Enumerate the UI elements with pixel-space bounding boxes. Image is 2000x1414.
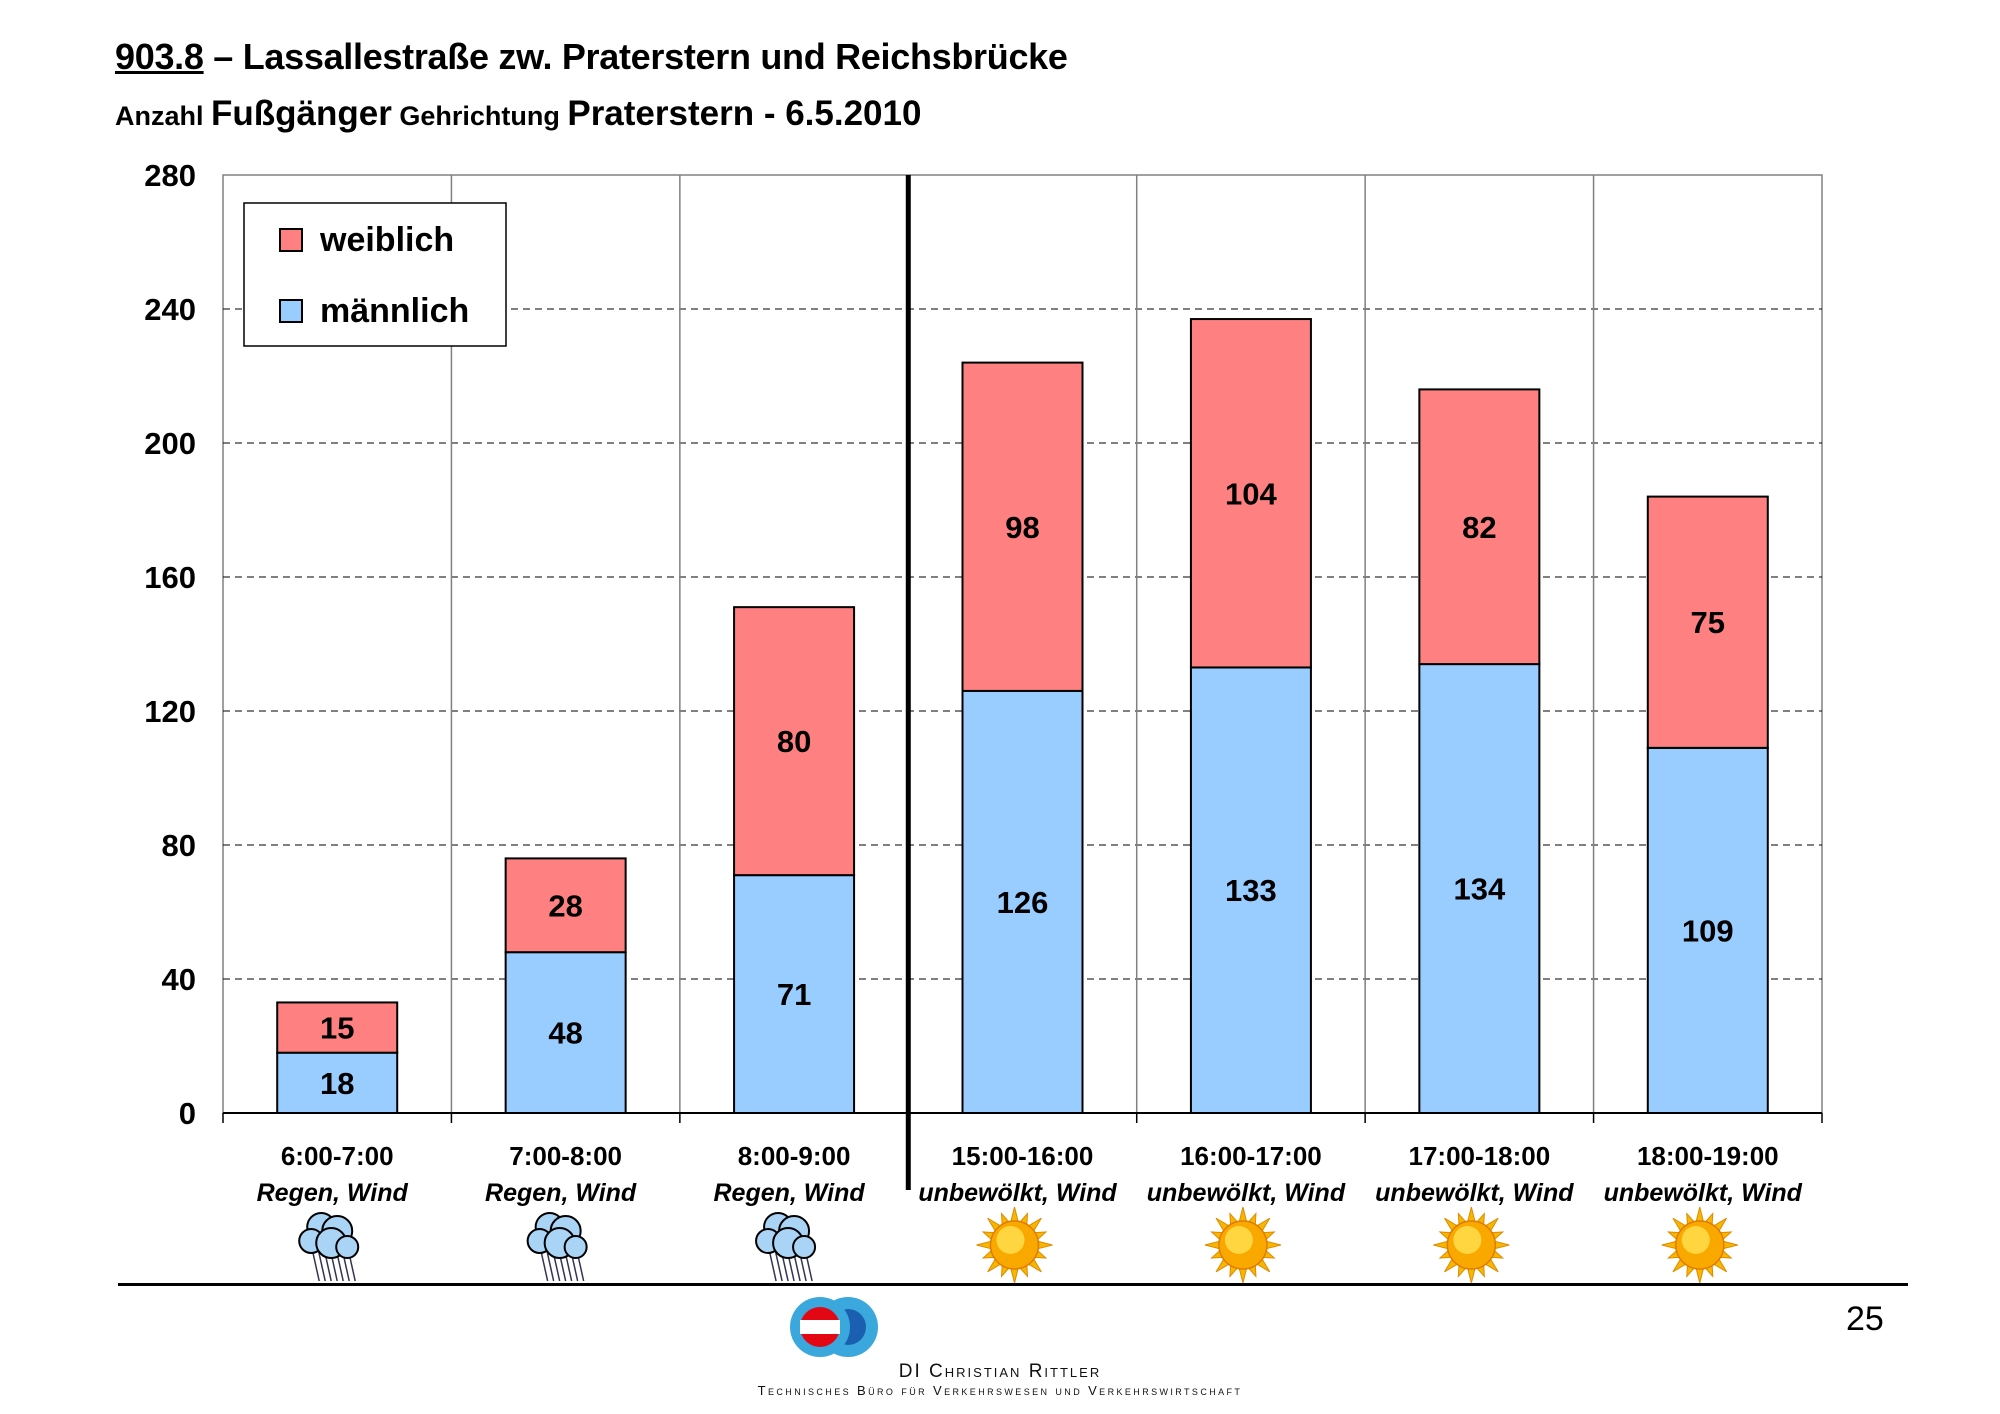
- sun-icon: [976, 1206, 1053, 1284]
- rain-cloud-icon: [526, 1212, 588, 1282]
- bar-weiblich: [961, 361, 1084, 692]
- data-label: 134: [1453, 872, 1505, 907]
- route-name: – Lassallestraße zw. Praterstern und Rei…: [203, 36, 1068, 77]
- data-label: 98: [1005, 510, 1039, 545]
- sun-ray: [1494, 1240, 1510, 1250]
- cloud-puff: [792, 1235, 817, 1259]
- data-label: 48: [548, 1016, 582, 1051]
- sun-ray: [1467, 1268, 1476, 1284]
- y-tick-label: 200: [144, 426, 196, 461]
- subtitle-part: Praterstern - 6.5.2010: [567, 94, 922, 133]
- x-tick-label: 18:00-19:00: [1637, 1141, 1779, 1171]
- data-label: 75: [1691, 605, 1725, 640]
- chart-subtitle: Anzahl Fußgänger Gehrichtung Praterstern…: [115, 94, 921, 134]
- weather-label: unbewölkt, Wind: [1375, 1179, 1574, 1207]
- weather-label: unbewölkt, Wind: [1604, 1179, 1803, 1207]
- bar-maennlich: [504, 951, 627, 1115]
- bar-maennlich: [733, 874, 856, 1115]
- sun-ray: [1266, 1240, 1282, 1250]
- bar-maennlich: [1418, 663, 1541, 1114]
- data-label: 71: [777, 977, 811, 1012]
- sun-ray: [1010, 1268, 1019, 1284]
- chart-title: 903.8 – Lassallestraße zw. Praterstern u…: [115, 36, 1068, 78]
- data-label: 126: [997, 885, 1049, 920]
- sun-ray: [1695, 1206, 1705, 1222]
- sun-ray: [1238, 1268, 1248, 1284]
- legend-swatch-maennlich: [279, 299, 303, 323]
- weather-label: Regen, Wind: [485, 1179, 637, 1207]
- legend-label-maennlich: männlich: [320, 292, 469, 330]
- sun-ray: [1204, 1240, 1220, 1250]
- data-label: 109: [1682, 913, 1734, 948]
- cloud-puff: [335, 1235, 360, 1259]
- sun-ray: [1010, 1206, 1019, 1222]
- company-logo: [790, 1297, 878, 1357]
- weather-label: unbewölkt, Wind: [918, 1179, 1117, 1207]
- data-label: 104: [1225, 476, 1277, 511]
- bar-weiblich: [276, 1001, 399, 1054]
- data-label: 80: [777, 724, 811, 759]
- sun-ray: [1037, 1240, 1053, 1250]
- x-tick-label: 16:00-17:00: [1180, 1141, 1322, 1171]
- weather-label: unbewölkt, Wind: [1147, 1179, 1346, 1207]
- bar-weiblich: [1646, 495, 1769, 749]
- data-label: 15: [320, 1011, 354, 1046]
- org-subtitle: Technisches Büro für Verkehrswesen und V…: [757, 1383, 1243, 1398]
- data-label: 82: [1462, 510, 1496, 545]
- sun-icon: [1661, 1206, 1738, 1284]
- y-tick-label: 280: [144, 158, 196, 193]
- y-tick-label: 160: [144, 560, 196, 595]
- sun-ray: [1695, 1268, 1705, 1284]
- y-tick-label: 80: [162, 828, 196, 863]
- sun-ray: [1723, 1240, 1738, 1250]
- weather-label: Regen, Wind: [713, 1179, 865, 1207]
- y-tick-label: 120: [144, 694, 196, 729]
- bar-weiblich: [733, 606, 856, 877]
- bar-weiblich: [504, 857, 627, 954]
- route-number: 903.8: [115, 36, 204, 77]
- sun-ray: [976, 1240, 992, 1250]
- legend-label-weiblich: weiblich: [319, 221, 454, 259]
- sun-highlight: [1224, 1226, 1253, 1254]
- weather-label: Regen, Wind: [257, 1179, 409, 1207]
- legend-swatch-weiblich: [279, 228, 303, 252]
- y-tick-label: 0: [179, 1096, 196, 1131]
- sun-ray: [1467, 1206, 1476, 1222]
- sun-icon: [1204, 1206, 1282, 1284]
- x-tick-label: 7:00-8:00: [509, 1141, 622, 1171]
- bar-weiblich: [1189, 318, 1312, 669]
- sun-ray: [1433, 1240, 1449, 1250]
- x-tick-label: 15:00-16:00: [952, 1141, 1094, 1171]
- subtitle-part: Fußgänger: [211, 94, 392, 133]
- cloud-puff: [563, 1235, 588, 1259]
- y-tick-label: 40: [162, 962, 196, 997]
- rain-cloud-icon: [298, 1212, 360, 1282]
- x-tick-label: 8:00-9:00: [738, 1141, 851, 1171]
- subtitle-part: Gehrichtung: [391, 101, 568, 131]
- data-label: 18: [320, 1066, 354, 1101]
- page-number: 25: [1846, 1300, 1884, 1338]
- sun-icon: [1433, 1206, 1510, 1284]
- data-label: 28: [548, 888, 582, 923]
- sun-highlight: [996, 1226, 1025, 1254]
- bar-maennlich: [1189, 666, 1312, 1114]
- bar-maennlich: [1646, 746, 1769, 1114]
- sun-ray: [1238, 1206, 1248, 1222]
- data-label: 133: [1225, 873, 1277, 908]
- sun-ray: [1661, 1240, 1677, 1250]
- sun-highlight: [1453, 1226, 1482, 1254]
- x-tick-label: 17:00-18:00: [1409, 1141, 1551, 1171]
- legend: weiblich männlich: [243, 202, 507, 347]
- bar-weiblich: [1418, 388, 1541, 666]
- footer-divider: [118, 1283, 1908, 1286]
- rain-cloud-icon: [755, 1212, 817, 1282]
- x-tick-label: 6:00-7:00: [281, 1141, 394, 1171]
- y-tick-label: 240: [144, 292, 196, 327]
- sun-highlight: [1681, 1226, 1710, 1254]
- org-name: DI Christian Rittler: [898, 1361, 1102, 1382]
- subtitle-part: Anzahl: [115, 101, 212, 131]
